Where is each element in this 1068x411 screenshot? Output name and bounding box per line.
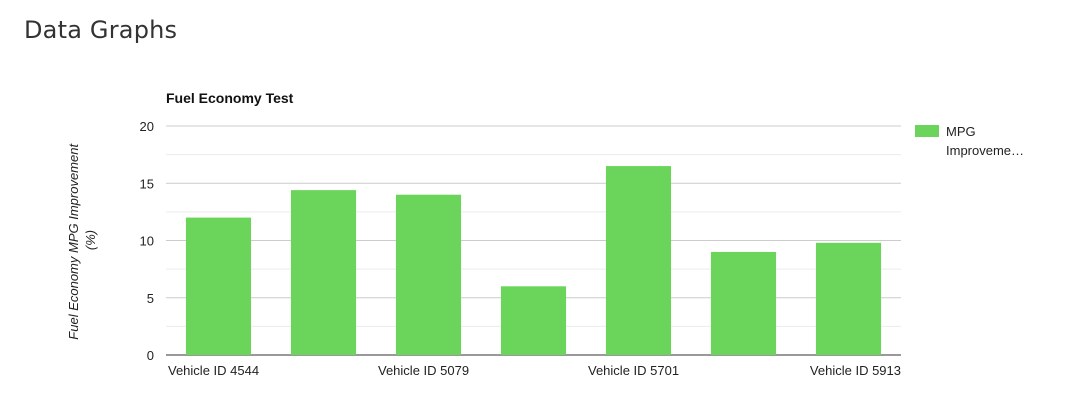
legend: MPG Improveme… [915, 124, 1024, 158]
legend-label: MPG [946, 124, 976, 139]
x-tick-label: Vehicle ID 5913 [810, 363, 901, 378]
y-axis-ticks: 0 5 10 15 20 [140, 119, 154, 363]
bar [815, 242, 882, 355]
x-axis-ticks: Vehicle ID 4544 Vehicle ID 5079 Vehicle ID… [168, 363, 901, 378]
y-axis-label-line: (%) [83, 230, 98, 250]
chart-title: Fuel Economy Test [166, 90, 294, 106]
y-tick-label: 0 [147, 348, 154, 363]
y-tick-label: 10 [140, 234, 154, 249]
y-tick-label: 20 [140, 119, 154, 134]
bar [290, 190, 357, 355]
bar [605, 166, 672, 355]
legend-label: Improveme… [946, 143, 1024, 158]
x-tick-label: Vehicle ID 5079 [378, 363, 469, 378]
y-tick-label: 15 [140, 176, 154, 191]
bar [185, 217, 252, 355]
x-tick-label: Vehicle ID 5701 [588, 363, 679, 378]
x-tick-label: Vehicle ID 4544 [168, 363, 259, 378]
bar [395, 194, 462, 355]
page-title: Data Graphs [24, 16, 178, 44]
y-tick-label: 5 [147, 291, 154, 306]
bars [185, 166, 882, 355]
y-axis-label-line: Fuel Economy MPG Improvement [66, 143, 81, 340]
bar [710, 251, 777, 355]
y-axis-label: Fuel Economy MPG Improvement (%) [66, 140, 98, 339]
legend-swatch [915, 125, 939, 137]
bar [500, 286, 567, 355]
